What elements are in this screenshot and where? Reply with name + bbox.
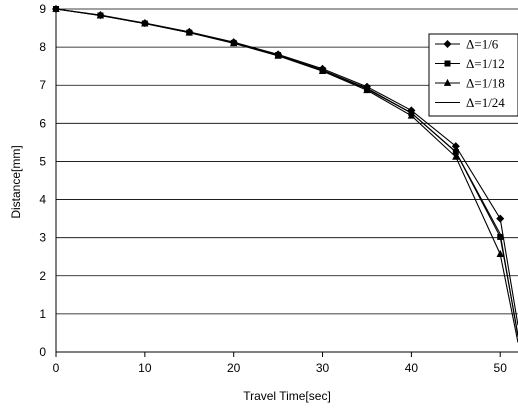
gridlines <box>56 8 518 353</box>
legend-item: Δ=1/24 <box>435 95 505 110</box>
y-tick-labels: 0 1 2 3 4 5 6 7 8 9 <box>39 2 46 359</box>
series-line <box>55 8 518 337</box>
data-point <box>496 214 505 223</box>
y-axis-title: Distance[mm] <box>9 145 23 218</box>
data-point <box>444 60 451 67</box>
data-point <box>443 78 452 86</box>
legend-item: Δ=1/18 <box>435 76 505 91</box>
legend-item: Δ=1/6 <box>435 37 499 52</box>
y-tick-label: 5 <box>39 154 46 168</box>
y-tick-label: 8 <box>39 40 46 54</box>
data-point <box>407 111 416 119</box>
series-4 <box>55 8 518 337</box>
series-group <box>51 4 518 343</box>
x-tick-label: 40 <box>405 361 419 375</box>
legend-item: Δ=1/12 <box>435 56 505 71</box>
data-point <box>443 39 452 49</box>
y-tick-label: 7 <box>39 78 46 92</box>
x-tick-label: 10 <box>138 361 152 375</box>
y-tick-label: 4 <box>39 193 46 207</box>
legend-label: Δ=1/12 <box>466 56 505 71</box>
y-tick-label: 1 <box>39 307 46 321</box>
y-tick-label: 2 <box>39 269 46 283</box>
x-tick-label: 30 <box>316 361 330 375</box>
legend-label: Δ=1/6 <box>466 37 499 52</box>
x-tick-label: 20 <box>227 361 241 375</box>
x-tick-label: 50 <box>494 361 508 375</box>
data-point <box>496 249 504 257</box>
legend-label: Δ=1/18 <box>466 76 505 91</box>
axes <box>55 9 518 353</box>
y-tick-label: 6 <box>39 116 46 130</box>
x-axis-title: Travel Time[sec] <box>243 389 331 403</box>
legend-label: Δ=1/24 <box>466 95 505 110</box>
y-tick-label: 0 <box>39 345 46 359</box>
x-tick-labels: 0 10 20 30 40 50 <box>53 352 508 375</box>
x-tick-label: 0 <box>53 361 60 375</box>
data-point <box>52 4 60 12</box>
legend: Δ=1/6 Δ=1/12 Δ=1/18 Δ=1/24 <box>428 33 518 117</box>
data-point <box>452 152 460 160</box>
y-tick-label: 9 <box>39 2 46 16</box>
y-tick-label: 3 <box>39 231 46 245</box>
